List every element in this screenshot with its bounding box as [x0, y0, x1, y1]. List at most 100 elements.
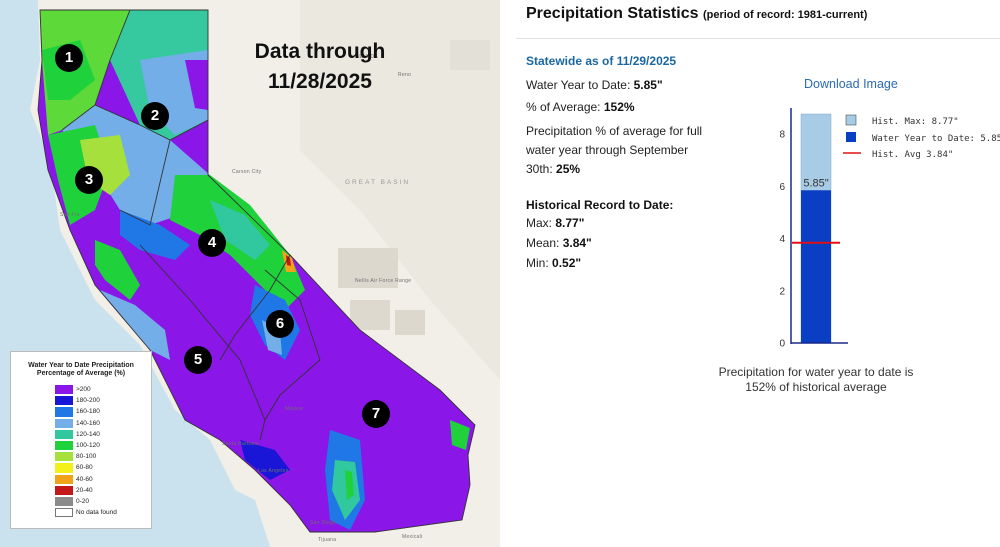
- legend-swatch: [55, 407, 73, 417]
- legend-item: 20-40: [55, 485, 117, 496]
- full-year-text: Precipitation % of average for full wate…: [526, 124, 703, 176]
- stats-title-text: Precipitation Statistics: [526, 5, 699, 22]
- legend-label: 120-140: [76, 430, 100, 438]
- california-fill: [38, 10, 475, 532]
- legend-label: 100-120: [76, 442, 100, 450]
- max-label: Max:: [526, 216, 553, 230]
- region-4-badge[interactable]: 4: [198, 229, 226, 257]
- y-tick-label: 2: [779, 286, 785, 297]
- terrain-patches: [338, 40, 490, 335]
- region-3-badge[interactable]: 3: [75, 166, 103, 194]
- water-year-to-date-bar: [801, 190, 831, 343]
- period-of-record: (period of record: 1981-current): [702, 9, 868, 21]
- bar-value-label: 5.85": [803, 177, 828, 189]
- legend-title-line-2: Percentage of Average (%): [36, 370, 126, 377]
- region-1-badge[interactable]: 1: [55, 44, 83, 72]
- legend-swatch: [55, 496, 73, 507]
- legend-swatch: [55, 485, 73, 495]
- legend-title: Water Year to Date Precipitation Percent…: [11, 362, 151, 378]
- mexicali-label: Mexicali: [402, 534, 422, 540]
- historical-record-heading: Historical Record to Date:: [526, 198, 674, 212]
- mojave-label: Mojave: [285, 406, 303, 412]
- legend-label: 60-80: [76, 464, 93, 472]
- legend-swatch: [55, 474, 73, 484]
- min-line: Min: 0.52": [526, 256, 581, 270]
- region-boundaries: [37, 9, 476, 533]
- mean-value: 3.84": [562, 236, 592, 250]
- legend-label: >200: [76, 386, 91, 394]
- data-date-callout: Data through 11/28/2025: [205, 37, 435, 97]
- caption-line-2: 152% of historical average: [745, 380, 887, 394]
- y-tick-label: 4: [779, 234, 785, 245]
- max-line: Max: 8.77": [526, 216, 584, 230]
- legend-swatch-water-year: [846, 132, 856, 142]
- caption-line-1: Precipitation for water year to date is: [718, 365, 914, 379]
- san-francisco-label: San Fra: [60, 212, 80, 218]
- legend-item: >200: [55, 384, 117, 395]
- legend-swatch: [55, 452, 73, 462]
- legend-swatch: [55, 396, 73, 406]
- legend-label-water-year: Water Year to Date: 5.85": [872, 134, 1000, 144]
- legend-item: No data found: [55, 507, 117, 518]
- legend-item: 140-160: [55, 418, 117, 429]
- santa-barbara-label: Santa Barbara: [222, 441, 258, 447]
- precipitation-statistics-panel: Precipitation Statistics (period of reco…: [500, 0, 1000, 547]
- region-6-badge[interactable]: 6: [266, 310, 294, 338]
- callout-line-1: Data through: [254, 40, 386, 63]
- stats-title: Precipitation Statistics (period of reco…: [526, 5, 867, 23]
- precipitation-bar-chart: 5.85" 0 2 4 6 8 Hist. Max: 8.77" Water Year to …: [779, 108, 1000, 350]
- legend-swatch: [55, 385, 73, 395]
- nevada-terrain: [300, 0, 500, 380]
- legend-label-hist-max: Hist. Max: 8.77": [872, 117, 959, 127]
- y-tick-label: 6: [779, 182, 785, 193]
- title-divider: [516, 38, 1000, 39]
- precipitation-map: NEVADA Reno Carson City GREAT BASIN San …: [0, 0, 500, 547]
- region-7-badge[interactable]: 7: [362, 400, 390, 428]
- legend-label: 140-160: [76, 419, 100, 427]
- legend-swatch: [55, 508, 73, 518]
- callout-line-2: 11/28/2025: [268, 70, 372, 93]
- legend-item: 100-120: [55, 440, 117, 451]
- san-diego-label: San Diego: [310, 520, 336, 526]
- legend-rows: >200 180-200 160-180 140-160 120-140 100-120 8…: [55, 384, 117, 518]
- legend-label: 80-100: [76, 453, 97, 461]
- legend-item: 60-80: [55, 462, 117, 473]
- legend-item: 80-100: [55, 451, 117, 462]
- chart-caption: Precipitation for water year to date is …: [680, 365, 952, 395]
- legend-swatch: [55, 463, 73, 473]
- legend-title-line-1: Water Year to Date Precipitation: [28, 362, 134, 369]
- carson-city-label: Carson City: [232, 169, 262, 175]
- reno-label: Reno: [398, 72, 411, 78]
- nevada-label: NEVADA: [356, 54, 378, 60]
- legend-swatch-hist-max: [845, 114, 857, 126]
- legend-label-hist-avg: Hist. Avg 3.84": [872, 150, 953, 160]
- legend-label: 0-20: [76, 497, 90, 505]
- legend-swatch: [55, 429, 73, 439]
- y-tick-label: 0: [779, 339, 785, 350]
- region-5-badge[interactable]: 5: [184, 346, 212, 374]
- y-tick-label: 8: [779, 130, 785, 141]
- nellis-label: Nellis Air Force Range: [355, 278, 411, 284]
- legend-label: 160-180: [76, 408, 100, 416]
- min-label: Min:: [526, 256, 549, 270]
- full-year-percent-line: Precipitation % of average for full wate…: [526, 122, 711, 179]
- map-legend: Water Year to Date Precipitation Percent…: [10, 351, 152, 529]
- legend-label: 40-60: [76, 475, 93, 483]
- wytd-value: 5.85": [633, 78, 663, 92]
- full-year-value: 25%: [556, 162, 581, 176]
- tijuana-label: Tijuana: [318, 537, 336, 543]
- min-value: 0.52": [552, 256, 582, 270]
- legend-swatch: [55, 440, 73, 451]
- download-image-link[interactable]: Download Image: [804, 77, 898, 91]
- los-angeles-label: Los Angeles: [258, 468, 289, 474]
- mean-line: Mean: 3.84": [526, 236, 592, 250]
- water-year-to-date-line: Water Year to Date: 5.85": [526, 78, 663, 92]
- pct-label: % of Average:: [526, 100, 601, 114]
- pct-value: 152%: [603, 100, 635, 114]
- region-2-badge[interactable]: 2: [141, 102, 169, 130]
- max-value: 8.77": [555, 216, 585, 230]
- legend-item: 120-140: [55, 429, 117, 440]
- mean-label: Mean:: [526, 236, 560, 250]
- legend-label: No data found: [76, 509, 117, 517]
- legend-swatch: [55, 418, 73, 428]
